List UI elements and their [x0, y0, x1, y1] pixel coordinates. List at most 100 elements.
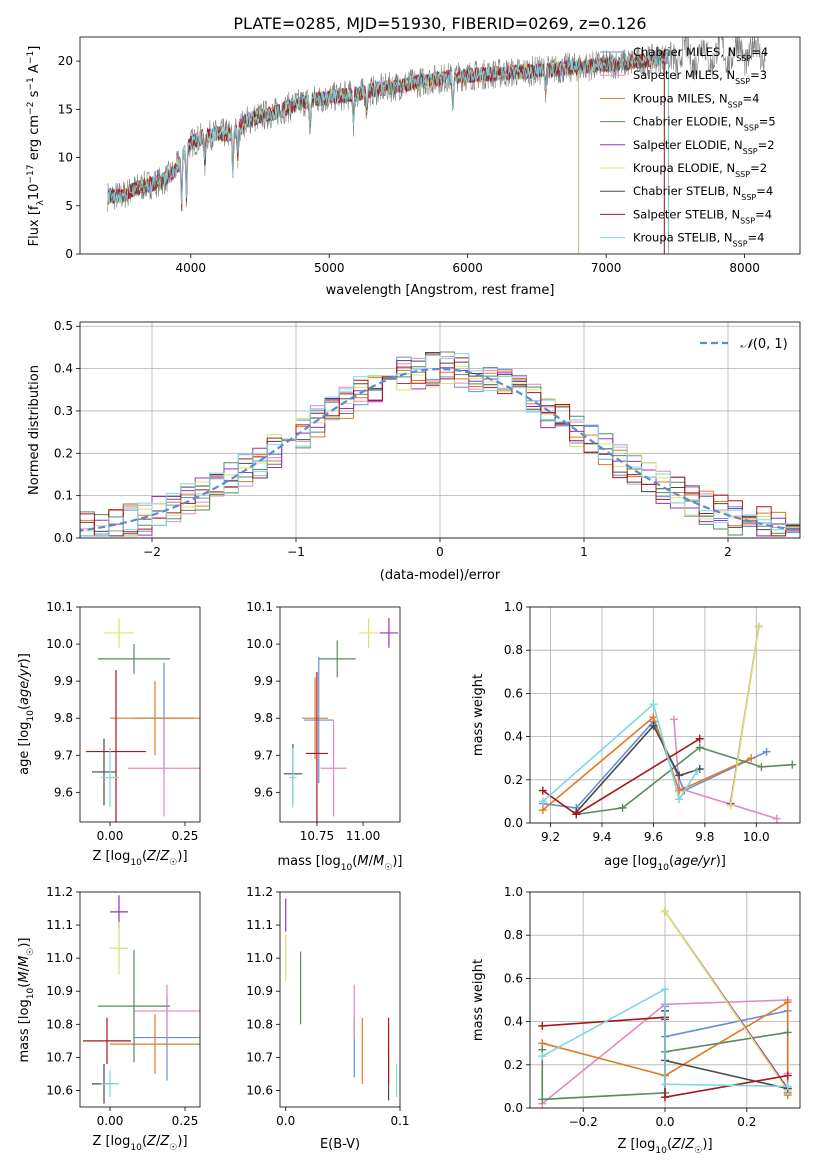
x-tick-label: 9.2	[541, 830, 560, 844]
x-tick-label: 0.1	[390, 1114, 409, 1128]
x-tick-label: 9.4	[592, 830, 611, 844]
x-tick-label: 0.0	[276, 1114, 295, 1128]
y-tick-label: 0.3	[54, 404, 73, 418]
series-line	[541, 987, 788, 1088]
panel-weight-vs-Z: −0.2 0.0 0.2 0.0 0.2 0.4 0.6 0.8 1.0 mass weight Z…	[471, 885, 801, 1156]
y-axis-label: mass weight	[471, 674, 486, 756]
x-tick-label: 1	[580, 545, 588, 559]
series-line	[542, 715, 752, 811]
y-tick-label: 10.0	[246, 637, 273, 651]
errorbar-kroupa-elodie	[104, 618, 134, 648]
y-tick-label: 0.0	[54, 531, 73, 545]
axes-frame	[279, 891, 401, 1108]
panel-spectrum: 4000 5000 6000 7000 8000 0 5 10 15 20 wavelength […	[26, 36, 801, 298]
errorbar-chabrier-elodie	[318, 640, 356, 678]
data-point-marker	[661, 907, 669, 916]
x-axis-label: Z [log10(Z/Z☉)]	[92, 849, 187, 868]
data-point-marker	[695, 743, 704, 752]
y-tick-label: 0.1	[54, 489, 73, 503]
axes-frame	[529, 606, 801, 824]
x-axis-label: Z [log10(Z/Z☉)]	[92, 1134, 187, 1153]
x-tick-label: 7000	[591, 261, 622, 275]
model-spectrum-kroupa-stelib	[107, 49, 669, 254]
y-tick-label: 0.6	[504, 971, 523, 985]
errorbar-salpeter-stelib	[305, 671, 328, 822]
series-kroupa-stelib	[538, 985, 792, 1091]
errorbar-kroupa-miles	[110, 681, 200, 756]
panel-age-vs-mass: 10.75 11.00 9.6 9.7 9.8 9.9 10.0 10.1 mass [log1…	[246, 600, 402, 873]
errorbar-chabrier-stelib	[92, 738, 116, 806]
data-point-marker	[772, 814, 781, 823]
data-point-marker	[538, 786, 547, 795]
axes-frame	[79, 36, 801, 255]
x-axis-label: (data-model)/error	[380, 568, 501, 583]
x-tick-label: 0.00	[97, 1114, 124, 1128]
y-tick-label: 0.0	[504, 1101, 523, 1115]
y-axis-label: age [log10(age/yr)]	[17, 653, 36, 775]
y-tick-label: 20	[58, 54, 73, 68]
y-tick-label: 9.7	[54, 748, 73, 762]
legend-entry: Kroupa ELODIE, NSSP=2	[633, 161, 767, 179]
y-tick-label: 9.8	[254, 711, 273, 725]
y-tick-label: 0	[65, 247, 73, 261]
data-point-marker	[618, 803, 627, 812]
data-point-marker	[726, 801, 735, 810]
x-tick-label: 9.6	[644, 830, 663, 844]
axes-frame	[79, 891, 201, 1108]
y-tick-label: 11.1	[46, 918, 73, 932]
legend-entry: Chabrier STELIB, NSSP=4	[633, 184, 773, 202]
legend-entry: 𝒩(0, 1)	[740, 337, 787, 352]
legend-entry: Kroupa STELIB, NSSP=4	[633, 231, 764, 249]
x-axis-label: E(B-V)	[320, 1137, 360, 1152]
x-tick-label: 0.0	[655, 1115, 674, 1129]
y-tick-label: 10.7	[46, 1050, 73, 1064]
x-tick-label: 0.25	[172, 1114, 199, 1128]
data-point-marker	[675, 795, 684, 804]
x-axis-label: wavelength [Angstrom, rest frame]	[326, 283, 555, 298]
y-tick-label: 0.4	[504, 1015, 523, 1029]
panel-residuals: −2 −1 0 1 2 0.0 0.1 0.2 0.3 0.4 0.5 𝒩(0, 1) (data-mo…	[27, 319, 801, 583]
y-tick-label: 0.4	[54, 362, 73, 376]
y-tick-label: 5	[65, 199, 73, 213]
errorbar-salpeter-stelib	[86, 670, 146, 822]
y-tick-label: 10.0	[46, 637, 73, 651]
data-point-marker	[747, 754, 756, 763]
y-tick-label: 0.4	[504, 730, 523, 744]
plot-area	[83, 895, 200, 1104]
legend-entry: Chabrier MILES, NSSP=4	[633, 45, 768, 63]
data-point-marker	[693, 767, 702, 776]
y-tick-label: 0.8	[504, 643, 523, 657]
y-axis-label: Normed distribution	[27, 365, 42, 495]
panel-age-vs-Z: 0.00 0.25 9.6 9.7 9.8 9.9 10.0 10.1 Z [log10(Z/Z…	[17, 600, 201, 868]
y-tick-label: 10.8	[46, 1017, 73, 1031]
y-tick-label: 0.8	[504, 928, 523, 942]
y-axis-label: mass [log10(M/M☉)]	[17, 938, 36, 1063]
data-point-marker	[538, 1021, 547, 1030]
x-tick-label: 2	[724, 545, 732, 559]
data-point-marker	[572, 810, 581, 819]
data-point-marker	[670, 715, 678, 724]
y-tick-label: 10.6	[46, 1083, 73, 1097]
x-tick-label: −0.2	[569, 1115, 598, 1129]
y-tick-label: 9.8	[54, 711, 73, 725]
x-axis-label: mass [log10(M/M☉)]	[278, 854, 403, 873]
errorbar-kroupa-stelib	[101, 1070, 119, 1098]
data-point-marker	[538, 1052, 547, 1061]
y-tick-label: 9.6	[254, 785, 273, 799]
data-point-marker	[762, 747, 771, 756]
plot-area	[538, 622, 797, 823]
data-point-marker	[649, 700, 658, 709]
errorbar-kroupa-miles	[302, 677, 328, 759]
series-salpeter-stelib	[538, 734, 704, 819]
y-tick-label: 0.5	[54, 319, 73, 333]
y-tick-label: 0.2	[504, 1058, 523, 1072]
panel-mass-vs-Z: 0.00 0.25 10.6 10.7 10.8 10.9 11.0 11.1 11.2 Z [l…	[17, 885, 201, 1153]
series-line	[664, 910, 789, 1092]
x-tick-label: 8000	[729, 261, 760, 275]
y-tick-label: 10.9	[246, 984, 273, 998]
data-point-marker	[783, 998, 792, 1007]
plot-area	[86, 618, 200, 822]
y-axis-label: Flux [fλ10−17 erg cm−2 s−1 A−1]	[26, 46, 46, 247]
y-tick-label: 11.2	[46, 885, 73, 899]
